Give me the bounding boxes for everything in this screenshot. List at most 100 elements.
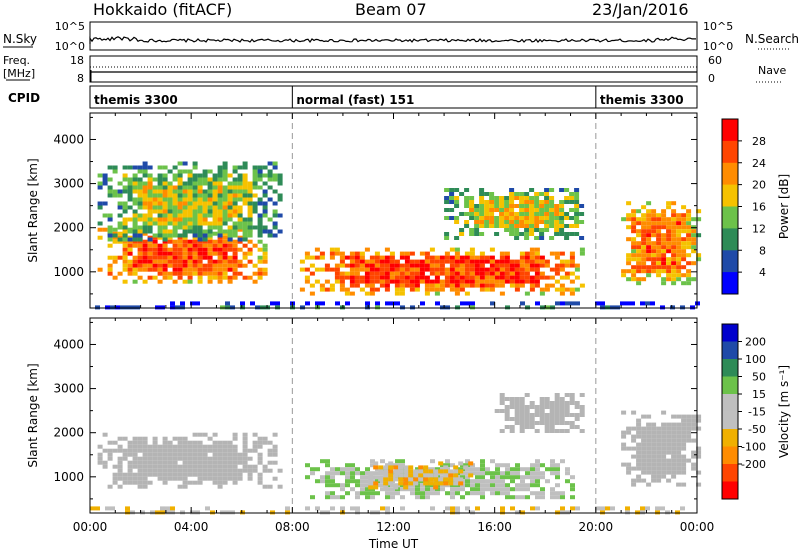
echo-cell xyxy=(182,217,188,222)
echo-cell xyxy=(222,251,228,256)
echo-cell xyxy=(162,189,168,194)
echo-cell xyxy=(257,275,263,280)
echo-cell xyxy=(671,253,677,258)
echo-cell xyxy=(444,283,450,288)
echo-cell xyxy=(413,477,419,482)
echo-cell xyxy=(564,405,570,409)
echo-cell xyxy=(414,279,420,284)
echo-cell xyxy=(524,421,530,425)
echo-cell xyxy=(540,463,545,468)
echo-cell xyxy=(202,456,208,461)
echo-cell xyxy=(509,192,515,196)
echo-cell xyxy=(192,225,198,230)
echo-cell xyxy=(530,506,535,511)
echo-cell xyxy=(197,480,203,485)
echo-cell xyxy=(212,205,218,210)
echo-cell xyxy=(369,283,375,288)
echo-cell xyxy=(641,426,647,431)
echo-cell xyxy=(207,476,213,481)
echo-cell xyxy=(142,255,148,260)
echo-cell xyxy=(666,462,672,467)
echo-cell xyxy=(172,177,178,182)
echo-cell xyxy=(202,177,208,182)
echo-cell xyxy=(232,271,238,276)
echo-cell xyxy=(217,205,223,210)
echo-cell xyxy=(600,301,605,306)
echo-cell xyxy=(197,456,203,461)
echo-cell xyxy=(479,275,485,280)
colorbar-tick-label: 100 xyxy=(745,353,766,366)
colorbar-segment xyxy=(722,446,738,465)
echo-cell xyxy=(395,491,400,496)
echo-cell xyxy=(222,173,228,178)
echo-cell xyxy=(676,225,682,230)
echo-cell xyxy=(309,271,315,276)
echo-cell xyxy=(247,205,253,210)
echo-cell xyxy=(540,475,545,480)
echo-cell xyxy=(400,459,405,464)
echo-cell xyxy=(500,487,505,492)
echo-cell xyxy=(625,506,630,511)
echo-cell xyxy=(354,259,360,264)
echo-cell xyxy=(335,483,340,488)
echo-cell xyxy=(459,232,465,236)
echo-cell xyxy=(202,263,208,268)
echo-cell xyxy=(509,405,515,409)
echo-cell xyxy=(530,491,535,496)
echo-cell xyxy=(390,495,395,500)
echo-cell xyxy=(656,474,662,479)
echo-cell xyxy=(529,283,535,288)
echo-cell xyxy=(177,448,183,453)
echo-cell xyxy=(559,251,565,256)
echo-cell xyxy=(696,482,702,487)
echo-cell xyxy=(666,478,672,483)
echo-cell xyxy=(217,448,223,453)
echo-cell xyxy=(646,209,652,214)
echo-cell xyxy=(232,169,238,174)
echo-cell xyxy=(418,469,424,474)
echo-cell xyxy=(489,204,495,208)
echo-cell xyxy=(439,271,445,276)
echo-cell xyxy=(257,213,263,218)
echo-cell xyxy=(277,181,283,186)
echo-cell xyxy=(147,239,153,244)
echo-cell xyxy=(375,301,380,306)
echo-cell xyxy=(641,442,647,447)
echo-cell xyxy=(147,251,153,256)
echo-cell xyxy=(257,229,263,234)
y-tick-label: 3000 xyxy=(53,177,84,191)
echo-cell xyxy=(661,474,667,479)
echo-cell xyxy=(232,193,238,198)
echo-cell xyxy=(681,470,687,475)
echo-cell xyxy=(380,487,385,492)
echo-cell xyxy=(237,193,243,198)
echo-cell xyxy=(147,480,153,485)
echo-cell xyxy=(626,269,632,274)
echo-cell xyxy=(418,473,424,478)
echo-cell xyxy=(579,220,585,224)
echo-cell xyxy=(152,193,158,198)
echo-cell xyxy=(681,462,687,467)
echo-cell xyxy=(167,263,173,268)
echo-cell xyxy=(177,235,183,240)
echo-cell xyxy=(560,506,565,511)
colorbar-tick-label: 50 xyxy=(752,371,766,384)
echo-cell xyxy=(519,401,525,405)
echo-cell xyxy=(454,200,460,204)
echo-cell xyxy=(490,483,495,488)
echo-cell xyxy=(187,440,193,445)
echo-cell xyxy=(569,413,575,417)
echo-cell xyxy=(182,197,188,202)
echo-cell xyxy=(535,463,540,468)
echo-cell xyxy=(448,481,454,486)
echo-cell xyxy=(247,472,253,477)
echo-cell xyxy=(172,271,178,276)
echo-cell xyxy=(569,255,575,260)
echo-cell xyxy=(137,460,143,465)
echo-cell xyxy=(661,422,667,427)
echo-cell xyxy=(484,275,490,280)
echo-cell xyxy=(315,467,320,472)
echo-cell xyxy=(147,259,153,264)
echo-cell xyxy=(414,271,420,276)
echo-cell xyxy=(661,410,667,415)
